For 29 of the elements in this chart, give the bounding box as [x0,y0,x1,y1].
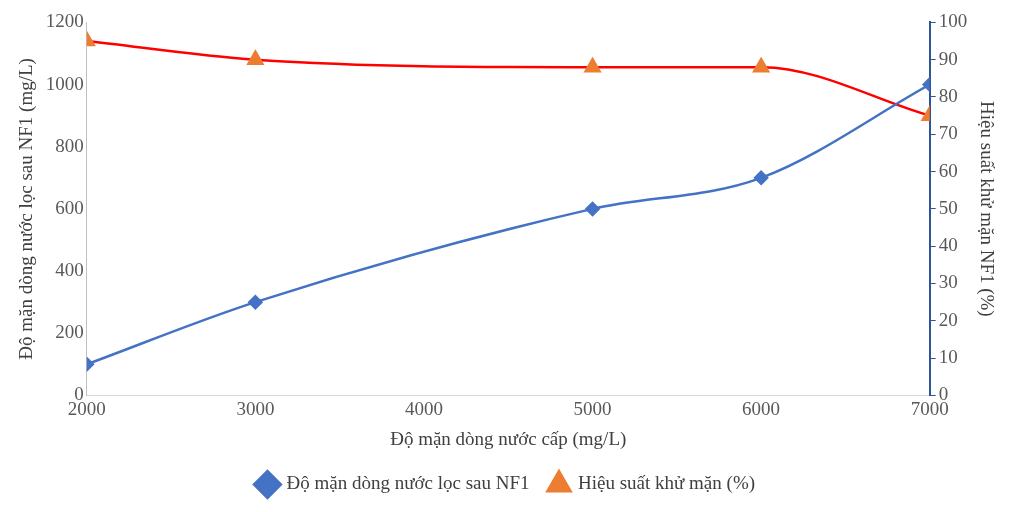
y2-tick-label: 60 [938,159,958,181]
y-tick-label: 1000 [45,72,84,94]
y-tick-label: 800 [55,134,84,156]
y-tick-label: 200 [55,321,84,343]
y2-tick-label: 80 [938,84,958,106]
point [753,170,769,186]
y2-tick-label: 100 [938,10,968,32]
y2-tick-label: 50 [938,196,958,218]
legend-label: Độ mặn dòng nước lọc sau NF1 [286,472,530,494]
y2-tick-label: 30 [938,271,958,293]
legend-label: Hiệu suất khử mặn (%) [578,472,756,495]
y2-tick-label: 90 [938,47,958,69]
y2-tick-label: 40 [938,234,958,256]
x-axis-title: Độ mặn dòng nước cấp (mg/L) [390,427,627,450]
y-tick-label: 1200 [45,10,84,32]
point [584,57,601,73]
x-tick-label: 6000 [742,397,781,419]
point [752,57,770,73]
x-tick-label: 4000 [404,397,443,419]
y-axis-title: Độ mặn dòng nước lọc sau NF1 (mg/L) [15,58,38,360]
y2-tick-label: 20 [938,308,958,330]
y-tick-label: 400 [55,259,84,281]
y2-axis-title: Hiệu suất khử mặn NF1 (%) [975,101,998,317]
x-tick-label: 5000 [573,397,612,419]
x-tick-label: 3000 [236,397,275,419]
y2-tick-label: 70 [938,122,958,144]
y2-tick-label: 10 [938,346,958,368]
point [585,201,600,217]
y-tick-label: 600 [55,196,84,218]
